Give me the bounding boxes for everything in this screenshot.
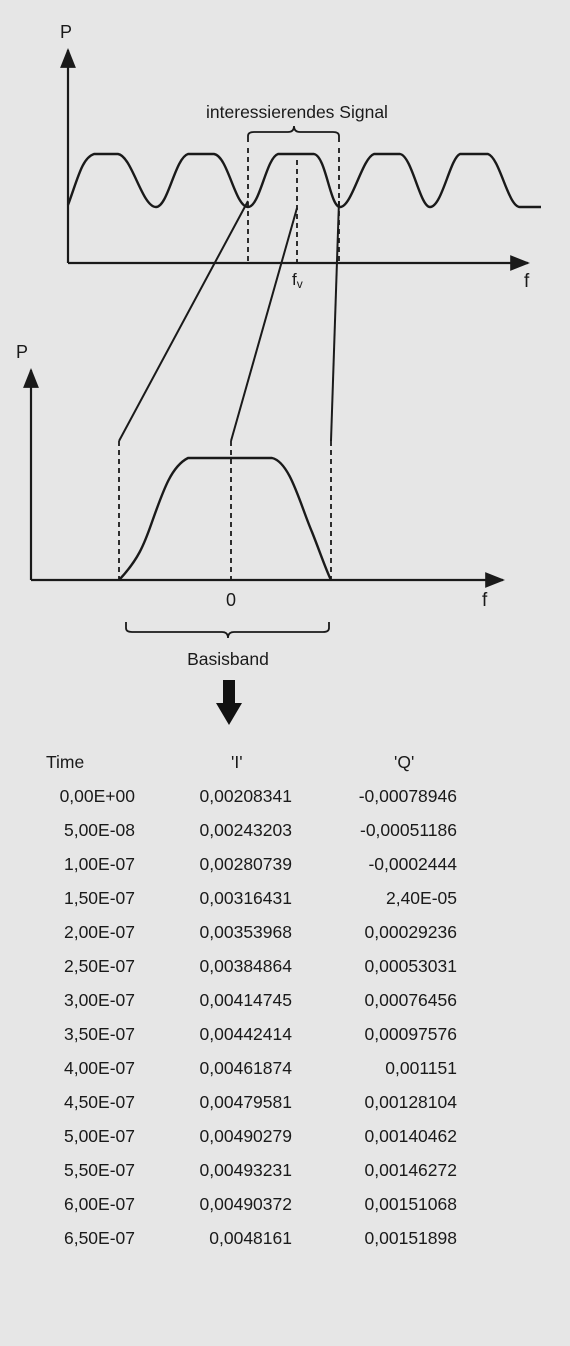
mapping-line-center [230, 207, 298, 442]
table-header: Time 'I' 'Q' [36, 752, 536, 786]
time-cell: 6,00E-07 [63, 1194, 135, 1214]
header-q: 'Q' [394, 752, 415, 772]
q-value-cell: 0,00053031 [364, 956, 457, 976]
top-signal-bracket [247, 125, 340, 142]
top-spectrum-curve [66, 152, 541, 209]
header-time: Time [46, 752, 85, 772]
table-row: 0,00E+00 0,00208341 -0,00078946 [36, 786, 536, 820]
time-cell: 3,00E-07 [63, 990, 135, 1010]
time-cell: 5,50E-07 [63, 1160, 135, 1180]
table-body: 0,00E+00 0,00208341 -0,00078946 5,00E-08 0,0… [36, 786, 536, 1262]
i-value-cell: 0,00490279 [199, 1126, 292, 1146]
i-value-cell: 0,00461874 [199, 1058, 292, 1078]
baseband-label: Basisband [187, 649, 269, 669]
q-value-cell: 0,00146272 [364, 1160, 457, 1180]
q-value-cell: -0,00078946 [358, 786, 457, 806]
q-value-cell: 0,00029236 [364, 922, 457, 942]
header-i: 'I' [231, 752, 243, 772]
q-value-cell: 0,00140462 [364, 1126, 457, 1146]
down-arrow-icon [216, 680, 242, 725]
time-cell: 5,00E-07 [63, 1126, 135, 1146]
i-value-cell: 0,00243203 [199, 820, 292, 840]
table-row: 2,00E-07 0,00353968 0,00029236 [36, 922, 536, 956]
mapping-line-right [330, 200, 340, 442]
time-cell: 2,00E-07 [63, 922, 135, 942]
time-cell: 2,50E-07 [63, 956, 135, 976]
q-value-cell: 2,40E-05 [385, 888, 457, 908]
i-value-cell: 0,00208341 [199, 786, 292, 806]
q-value-cell: 0,00097576 [364, 1024, 457, 1044]
q-value-cell: 0,001151 [385, 1058, 457, 1078]
baseband-spectrum-diagram: P f 0 Basisband [16, 342, 505, 669]
table-row: 4,50E-07 0,00479581 0,00128104 [36, 1092, 536, 1126]
q-value-cell: 0,00128104 [364, 1092, 457, 1112]
time-cell: 1,00E-07 [63, 854, 135, 874]
table-row: 6,00E-07 0,00490372 0,00151068 [36, 1194, 536, 1228]
top-y-axis-label: P [60, 22, 72, 42]
center-frequency-label: fv [292, 270, 303, 291]
time-cell: 6,50E-07 [63, 1228, 135, 1248]
q-value-cell: -0,0002444 [368, 854, 457, 874]
spectrum-diagram: P f interessierendes Signal fv P f [16, 22, 541, 725]
i-value-cell: 0,00316431 [199, 888, 292, 908]
q-value-cell: 0,00151068 [364, 1194, 457, 1214]
i-value-cell: 0,0048161 [209, 1228, 292, 1248]
top-bracket-label: interessierendes Signal [206, 102, 388, 122]
table-row: 1,50E-07 0,00316431 2,40E-05 [36, 888, 536, 922]
table-row: 2,50E-07 0,00384864 0,00053031 [36, 956, 536, 990]
baseband-bracket [125, 622, 330, 639]
i-value-cell: 0,00280739 [199, 854, 292, 874]
time-cell: 0,00E+00 [59, 786, 135, 806]
bottom-y-axis-label: P [16, 342, 28, 362]
time-cell: 4,00E-07 [63, 1058, 135, 1078]
table-row: 5,00E-08 0,00243203 -0,00051186 [36, 820, 536, 854]
top-spectrum-diagram: P f interessierendes Signal fv [60, 22, 541, 292]
time-cell: 3,50E-07 [63, 1024, 135, 1044]
table-row: 3,50E-07 0,00442414 0,00097576 [36, 1024, 536, 1058]
table-row: 3,00E-07 0,00414745 0,00076456 [36, 990, 536, 1024]
table-row: 5,50E-07 0,00493231 0,00146272 [36, 1160, 536, 1194]
i-value-cell: 0,00442414 [199, 1024, 292, 1044]
i-value-cell: 0,00353968 [199, 922, 292, 942]
iq-data-table: Time 'I' 'Q' 0,00E+00 0,00208341 -0,000789… [36, 752, 536, 1262]
mapping-line-left [118, 200, 249, 442]
i-value-cell: 0,00493231 [199, 1160, 292, 1180]
time-cell: 1,50E-07 [63, 888, 135, 908]
i-value-cell: 0,00479581 [199, 1092, 292, 1112]
i-value-cell: 0,00384864 [199, 956, 292, 976]
baseband-curve [118, 456, 333, 581]
mapping-lines [118, 200, 340, 442]
i-value-cell: 0,00490372 [199, 1194, 292, 1214]
table-row: 6,50E-07 0,0048161 0,00151898 [36, 1228, 536, 1262]
top-x-axis-label: f [524, 271, 530, 292]
i-value-cell: 0,00414745 [199, 990, 292, 1010]
bottom-x-axis-label: f [482, 590, 488, 611]
q-value-cell: 0,00151898 [364, 1228, 457, 1248]
q-value-cell: 0,00076456 [364, 990, 457, 1010]
table-row: 5,00E-07 0,00490279 0,00140462 [36, 1126, 536, 1160]
q-value-cell: -0,00051186 [360, 820, 457, 840]
time-cell: 4,50E-07 [63, 1092, 135, 1112]
table-row: 1,00E-07 0,00280739 -0,0002444 [36, 854, 536, 888]
zero-label: 0 [226, 590, 236, 610]
time-cell: 5,00E-08 [63, 820, 135, 840]
table-row: 4,00E-07 0,00461874 0,001151 [36, 1058, 536, 1092]
